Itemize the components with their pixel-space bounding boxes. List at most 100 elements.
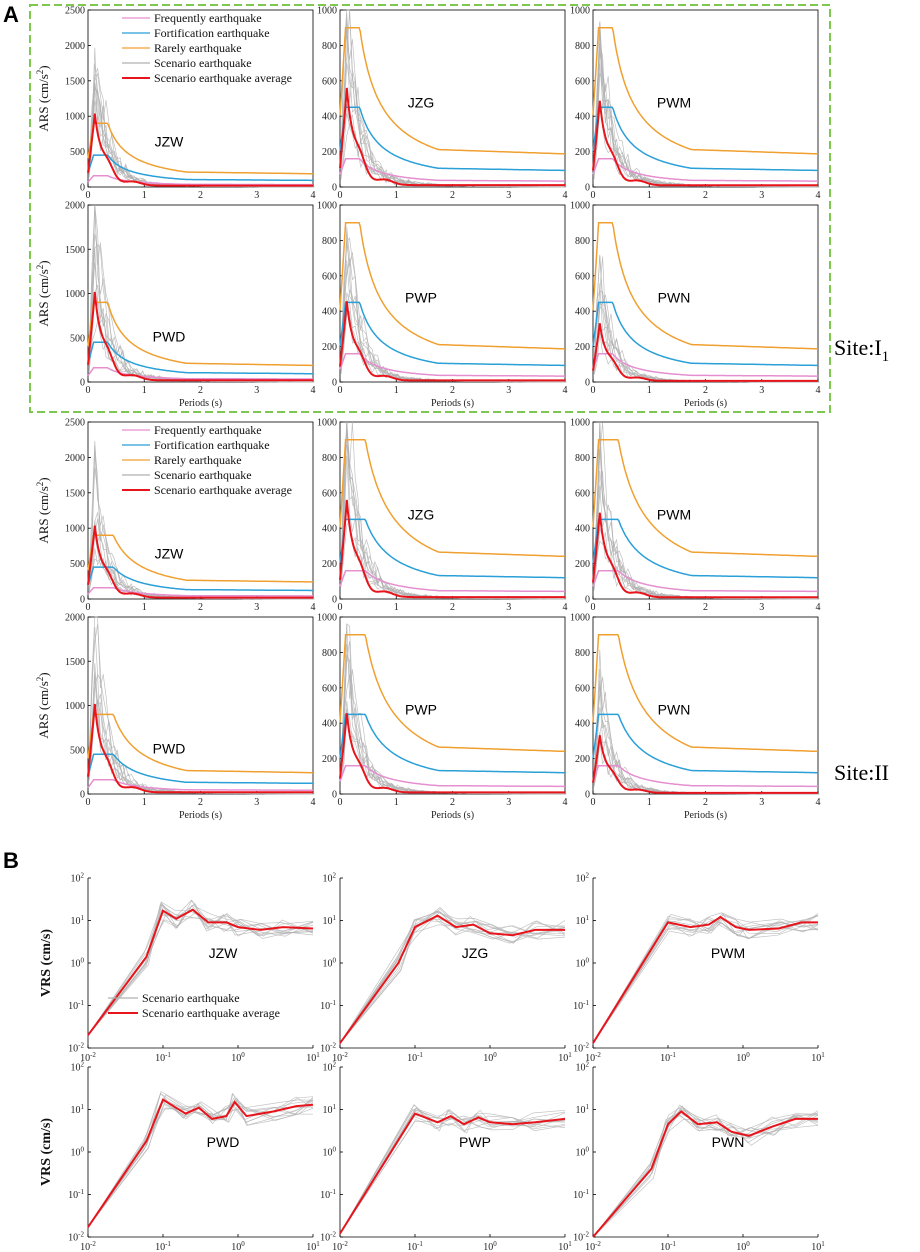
- y-tick-label: 0: [332, 378, 337, 389]
- x-tick-label: 1: [394, 797, 399, 808]
- scenario-curve: [593, 421, 820, 600]
- x-tick-label: 4: [816, 797, 821, 808]
- y-tick-label: 10-1: [320, 999, 336, 1012]
- y-axis-title: ARS (cm/s2): [35, 477, 51, 543]
- vrs-panel-pwm: 1 0 -2 10-1 100 101 102 1 0 -2 10-1 100 101 PWM: [573, 872, 825, 1065]
- y-axis-title-close: ): [36, 672, 51, 676]
- scenario-curve: [339, 908, 566, 1044]
- x-tick-label: 101: [811, 1051, 825, 1064]
- x-tick-exp: 1: [568, 1051, 572, 1059]
- x-tick-label: 4: [816, 602, 821, 613]
- scenario-curve: [593, 669, 820, 795]
- x-tick-label: 101: [306, 1240, 320, 1252]
- y-tick-label: 200: [322, 342, 337, 353]
- x-tick-label: 10-1: [155, 1240, 171, 1252]
- y-tick-label: 10-1: [573, 999, 589, 1012]
- scenario-curve: [340, 708, 567, 795]
- y-tick-label: 1500: [65, 657, 85, 668]
- scenario-curve: [340, 520, 567, 600]
- scenario-curve: [593, 21, 820, 188]
- scenario-curve: [88, 616, 315, 795]
- y-tick-label: 200: [575, 147, 590, 158]
- scenario-curve: [88, 204, 315, 383]
- station-label: PWN: [658, 701, 691, 717]
- legend-label: Rarely earthquake: [154, 41, 242, 55]
- x-axis-title: Periods (s): [684, 810, 727, 821]
- legend-label: Fortification earthquake: [154, 26, 270, 40]
- x-tick-exp: -1: [670, 1051, 676, 1059]
- scenario-curve: [339, 1112, 566, 1234]
- x-tick-label: 1: [647, 190, 652, 201]
- scenario-curve: [87, 904, 314, 1036]
- scenario-curve: [593, 485, 820, 600]
- station-label: PWP: [405, 289, 437, 305]
- y-axis-title: VRS (cm/s): [39, 1118, 54, 1186]
- design-spectrum-fortification: [592, 301, 818, 367]
- scenario-curve: [87, 1100, 314, 1228]
- scenario-curve: [593, 302, 820, 383]
- y-tick-label: 0: [332, 183, 337, 194]
- y-tick-label: 101: [323, 1103, 337, 1116]
- legend-label: Scenario earthquake: [142, 991, 240, 1005]
- x-tick-label: 2: [198, 797, 203, 808]
- average-curve: [592, 735, 818, 794]
- x-tick-exp: -1: [165, 1051, 171, 1059]
- scenario-curve: [340, 35, 567, 188]
- y-tick-label: 800: [575, 41, 590, 52]
- design-spectrum-fortification: [592, 713, 818, 774]
- x-tick-label: 0: [338, 602, 343, 613]
- y-tick-label: 101: [323, 914, 337, 927]
- x-tick-label: 10-1: [407, 1240, 423, 1252]
- y-tick-label: 400: [575, 524, 590, 535]
- x-tick-label: 10-1: [660, 1240, 676, 1252]
- x-tick-label: 2: [450, 385, 455, 396]
- x-tick-label: 4: [563, 385, 568, 396]
- y-tick-label: 1000: [317, 6, 337, 17]
- x-tick-label: 2: [450, 602, 455, 613]
- x-axis-title: Periods (s): [431, 810, 474, 821]
- scenario-curve: [88, 626, 315, 795]
- x-tick-exp: -2: [90, 1051, 96, 1059]
- y-tick-label: 101: [576, 1103, 590, 1116]
- y-tick-label: 2000: [65, 613, 85, 624]
- y-tick-label: 600: [575, 271, 590, 282]
- x-tick-label: 2: [703, 602, 708, 613]
- y-tick-label: 600: [575, 683, 590, 694]
- y-tick-exp: -1: [330, 999, 336, 1007]
- x-tick-label: 1: [394, 190, 399, 201]
- y-tick-label: 1000: [317, 613, 337, 624]
- station-label: JZW: [155, 133, 185, 149]
- x-tick-label: 3: [759, 385, 764, 396]
- scenario-curve: [88, 520, 315, 600]
- station-label: PWD: [153, 740, 186, 756]
- y-tick-label: 500: [70, 147, 85, 158]
- scenario-curve: [592, 918, 819, 1044]
- x-tick-exp: 0: [241, 1240, 245, 1248]
- station-label: JZW: [209, 945, 239, 961]
- x-tick-exp: 1: [821, 1240, 825, 1248]
- design-spectrum-frequently: [592, 569, 818, 593]
- x-tick-label: 0: [86, 602, 91, 613]
- station-label: PWM: [657, 94, 691, 110]
- design-spectrum-fortification: [87, 154, 313, 182]
- average-curve: [592, 915, 818, 1044]
- x-tick-label: 1: [142, 190, 147, 201]
- legend-label: Scenario earthquake average: [142, 1006, 280, 1020]
- y-tick-exp: -2: [583, 1042, 589, 1050]
- y-tick-label: 200: [322, 559, 337, 570]
- plot-frame: [87, 204, 314, 383]
- x-tick-label: 100: [483, 1051, 497, 1064]
- x-tick-label: 3: [759, 797, 764, 808]
- y-tick-exp: 0: [586, 1146, 590, 1154]
- y-axis-title: VRS (cm/s): [39, 929, 54, 997]
- y-tick-exp: 0: [81, 1146, 85, 1154]
- y-axis-title-sup: 2: [35, 482, 45, 487]
- scenario-curve: [593, 532, 820, 600]
- plot-frame: [592, 421, 819, 600]
- x-tick-exp: -1: [670, 1240, 676, 1248]
- legend-label: Scenario earthquake average: [154, 71, 292, 85]
- scenario-curve: [88, 204, 315, 383]
- y-tick-label: 600: [575, 488, 590, 499]
- design-spectrum-frequently: [339, 157, 565, 182]
